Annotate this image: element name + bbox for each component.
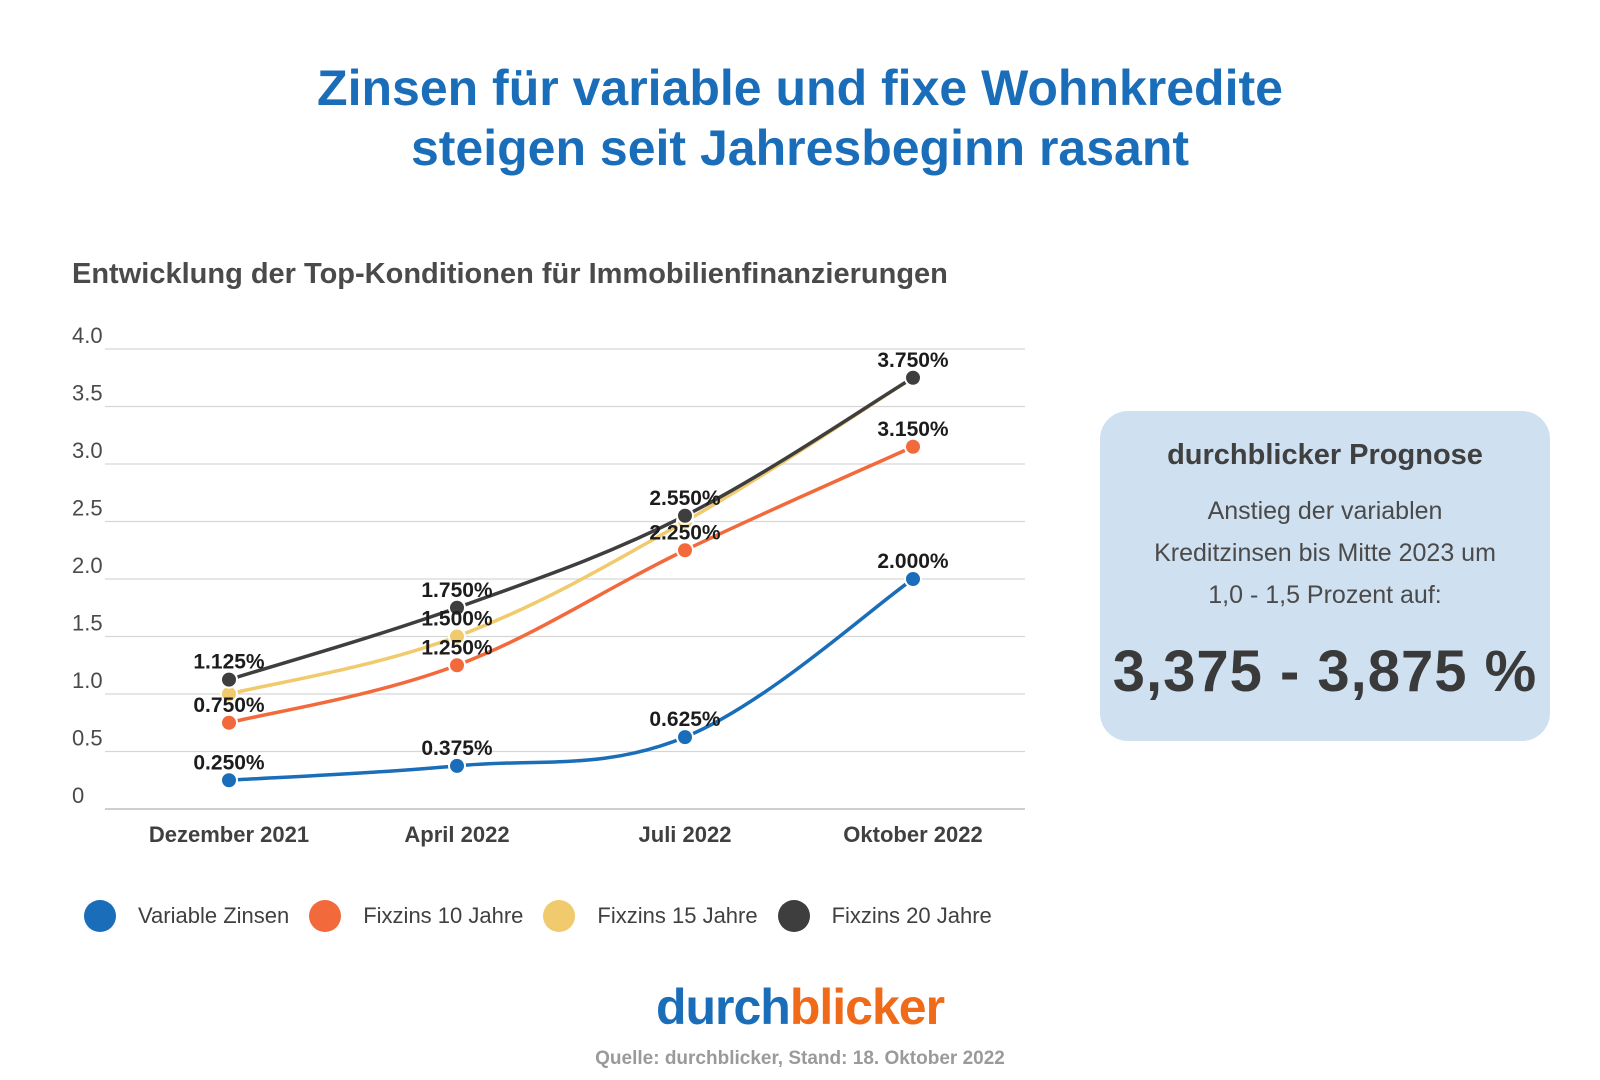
data-point bbox=[220, 771, 238, 790]
legend-item-variable-zinsen: Variable Zinsen bbox=[84, 900, 289, 932]
data-point bbox=[676, 541, 694, 560]
prognose-text: Anstieg der variablen Kreditzinsen bis M… bbox=[1115, 490, 1535, 616]
data-label: 2.550% bbox=[649, 487, 721, 510]
prognose-text-line3: 1,0 - 1,5 Prozent auf: bbox=[1208, 581, 1442, 609]
legend-dot-icon bbox=[84, 900, 116, 932]
legend-item-fixzins-15: Fixzins 15 Jahre bbox=[543, 900, 758, 932]
data-point bbox=[448, 756, 466, 775]
brand-logo: durchblicker bbox=[0, 978, 1600, 1036]
y-tick-label: 1.5 bbox=[72, 611, 103, 636]
data-label: 1.750% bbox=[421, 579, 493, 602]
data-point bbox=[448, 627, 466, 646]
x-tick-label: Juli 2022 bbox=[639, 822, 732, 847]
legend-dot-icon bbox=[543, 900, 576, 932]
prognose-text-line1: Anstieg der variablen bbox=[1207, 497, 1443, 525]
data-point bbox=[904, 368, 922, 387]
data-point bbox=[220, 670, 238, 689]
legend-dot-icon bbox=[777, 900, 810, 932]
prognose-text-line2: Kreditzinsen bis Mitte 2023 um bbox=[1154, 539, 1496, 567]
y-tick-label: 4.0 bbox=[72, 323, 103, 348]
legend-label: Fixzins 10 Jahre bbox=[363, 903, 524, 928]
legend-label: Variable Zinsen bbox=[138, 903, 290, 928]
chart-title: Entwicklung der Top-Konditionen für Immo… bbox=[72, 258, 948, 290]
source-note: Quelle: durchblicker, Stand: 18. Oktober… bbox=[595, 1048, 1005, 1069]
series-line bbox=[227, 577, 915, 782]
y-tick-label: 2.5 bbox=[72, 496, 103, 521]
data-label: 2.000% bbox=[877, 550, 949, 573]
y-tick-label: 2.0 bbox=[72, 553, 103, 578]
x-tick-label: Oktober 2022 bbox=[843, 822, 982, 847]
data-point bbox=[904, 437, 922, 456]
main-title: Zinsen für variable und fixe Wohnkredite… bbox=[0, 58, 1600, 178]
y-tick-label: 0 bbox=[72, 783, 84, 808]
y-tick-label: 1.0 bbox=[72, 668, 103, 693]
main-title-line2: steigen seit Jahresbeginn rasant bbox=[410, 120, 1190, 176]
series-line bbox=[227, 376, 915, 682]
series-line bbox=[227, 445, 915, 725]
legend-item-fixzins-20: Fixzins 20 Jahre bbox=[777, 900, 992, 932]
legend-label: Fixzins 20 Jahre bbox=[831, 903, 992, 928]
data-point bbox=[448, 656, 466, 675]
x-tick-label: Dezember 2021 bbox=[149, 822, 309, 847]
x-tick-label: April 2022 bbox=[404, 822, 509, 847]
data-label: 0.625% bbox=[649, 708, 721, 731]
legend-dot-icon bbox=[309, 900, 342, 932]
data-label: 1.125% bbox=[193, 651, 265, 674]
data-label: 0.750% bbox=[193, 694, 265, 717]
data-point bbox=[220, 713, 238, 732]
y-tick-label: 0.5 bbox=[72, 726, 103, 751]
data-point bbox=[448, 598, 466, 617]
brand-logo-part2: blicker bbox=[789, 979, 945, 1035]
legend-label: Fixzins 15 Jahre bbox=[597, 903, 758, 928]
data-label: 0.250% bbox=[193, 751, 265, 774]
data-label: 1.500% bbox=[421, 608, 493, 631]
y-tick-label: 3.0 bbox=[72, 438, 103, 463]
data-point bbox=[904, 570, 922, 588]
data-label: 1.250% bbox=[421, 636, 493, 659]
data-label: 2.250% bbox=[649, 521, 721, 544]
chart-legend: Variable Zinsen Fixzins 10 Jahre Fixzins… bbox=[84, 896, 1012, 936]
data-point bbox=[676, 506, 694, 525]
y-tick-label: 3.5 bbox=[72, 381, 103, 406]
prognose-title: durchblicker Prognose bbox=[1167, 439, 1483, 471]
data-label: 3.150% bbox=[877, 418, 949, 441]
main-title-line1: Zinsen für variable und fixe Wohnkredite bbox=[317, 60, 1283, 116]
series-line bbox=[227, 376, 915, 696]
prognose-box: durchblicker Prognose Anstieg der variab… bbox=[1100, 411, 1550, 741]
data-label: 0.375% bbox=[421, 737, 493, 760]
data-point bbox=[676, 728, 694, 747]
prognose-value: 3,375 - 3,875 % bbox=[1112, 639, 1538, 704]
brand-logo-part1: durch bbox=[655, 979, 791, 1035]
data-label: 3.750% bbox=[877, 349, 949, 372]
legend-item-fixzins-10: Fixzins 10 Jahre bbox=[309, 900, 523, 932]
